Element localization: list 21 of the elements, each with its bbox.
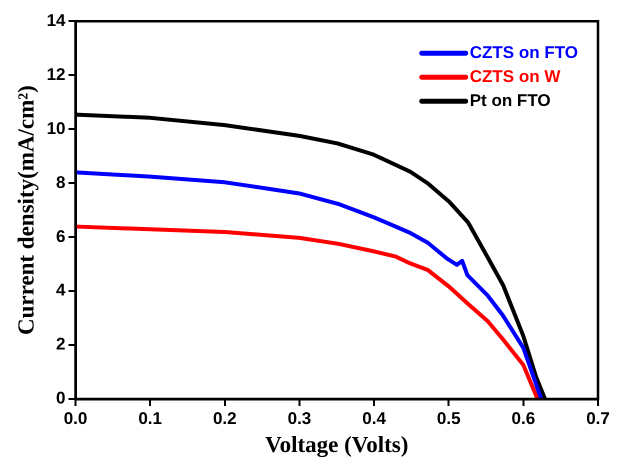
x-axis-title: Voltage (Volts) bbox=[265, 432, 408, 458]
x-tick-label: 0.5 bbox=[436, 408, 461, 428]
y-axis-title: Current density(mA/cm²) bbox=[14, 85, 39, 336]
y-tick-label: 6 bbox=[56, 226, 66, 246]
legend-label: CZTS on FTO bbox=[470, 42, 578, 62]
x-tick-label: 0.1 bbox=[138, 408, 162, 428]
y-tick-label: 2 bbox=[56, 334, 66, 354]
x-tick-label: 0.2 bbox=[212, 408, 237, 428]
y-tick-label: 8 bbox=[56, 172, 66, 192]
x-tick-label: 0.4 bbox=[362, 408, 386, 428]
legend-label: Pt on FTO bbox=[470, 90, 551, 110]
legend-label: CZTS on W bbox=[470, 66, 562, 86]
x-tick-label: 0.3 bbox=[288, 408, 312, 428]
x-tick-label: 0.6 bbox=[512, 408, 536, 428]
y-tick-label: 10 bbox=[46, 118, 66, 138]
y-tick-label: 4 bbox=[56, 280, 66, 300]
y-tick-label: 12 bbox=[46, 64, 66, 84]
y-tick-label: 14 bbox=[46, 10, 66, 30]
y-tick-label: 0 bbox=[56, 388, 66, 408]
x-tick-label: 0.7 bbox=[586, 408, 610, 428]
x-tick-label: 0.0 bbox=[64, 408, 88, 428]
